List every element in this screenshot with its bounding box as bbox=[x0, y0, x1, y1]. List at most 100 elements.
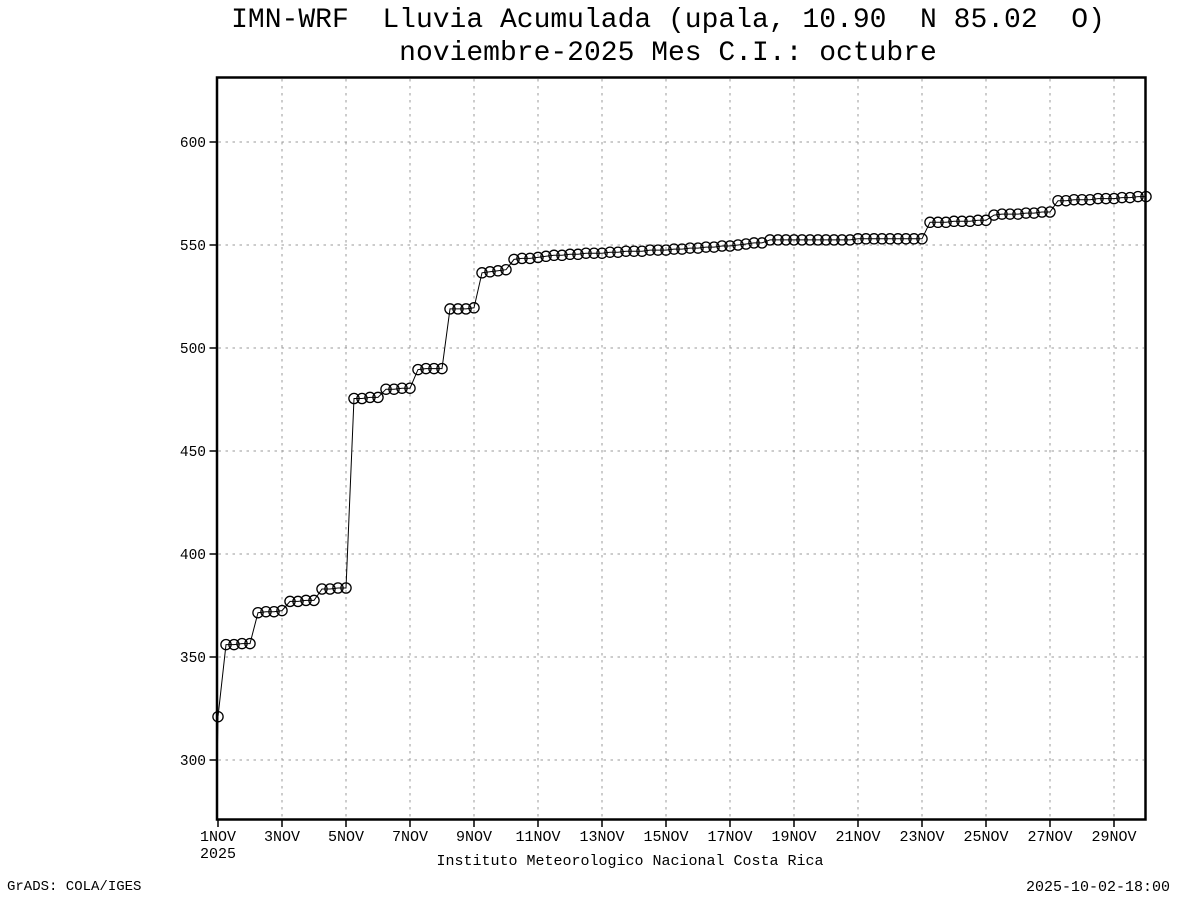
data-point-marker bbox=[956, 215, 968, 228]
x-tick-label: 25NOV bbox=[963, 829, 1008, 846]
x-tick-label: 27NOV bbox=[1027, 829, 1072, 846]
data-point-marker bbox=[1132, 190, 1144, 203]
data-point-marker bbox=[708, 241, 720, 253]
data-point-marker bbox=[820, 234, 832, 246]
data-point-marker bbox=[900, 233, 912, 245]
data-point-marker bbox=[340, 582, 352, 594]
data-point-marker bbox=[556, 249, 568, 262]
x-tick-label: 13NOV bbox=[579, 829, 624, 846]
data-point-marker bbox=[628, 245, 640, 257]
data-point-marker bbox=[588, 247, 600, 259]
x-tick-label: 11NOV bbox=[515, 829, 560, 846]
data-point-marker bbox=[644, 244, 656, 256]
x-axis-year-label: 2025 bbox=[200, 846, 236, 863]
data-point-marker bbox=[1060, 194, 1072, 207]
rainfall-series-line bbox=[217, 196, 1146, 717]
data-point-marker bbox=[892, 233, 904, 245]
data-point-marker bbox=[652, 244, 664, 256]
x-tick-label: 15NOV bbox=[643, 829, 688, 846]
y-tick-label: 350 bbox=[180, 651, 206, 667]
data-point-marker bbox=[756, 237, 768, 249]
data-point-marker bbox=[484, 266, 496, 278]
data-point-marker bbox=[660, 244, 672, 256]
data-point-marker bbox=[980, 214, 992, 227]
data-point-marker bbox=[604, 246, 616, 258]
data-point-marker bbox=[516, 252, 528, 265]
data-point-marker bbox=[308, 594, 320, 607]
data-point-marker bbox=[596, 247, 608, 259]
chart-title-line2: noviembre-2025 Mes C.I.: octubre bbox=[399, 38, 937, 69]
data-point-marker bbox=[228, 638, 240, 651]
data-point-marker bbox=[236, 637, 248, 650]
data-point-marker bbox=[948, 215, 960, 228]
data-point-marker bbox=[908, 233, 920, 245]
data-point-marker bbox=[244, 637, 256, 650]
data-point-marker bbox=[780, 234, 792, 246]
data-point-marker bbox=[804, 234, 816, 246]
data-point-marker bbox=[932, 216, 944, 229]
data-point-marker bbox=[772, 234, 784, 246]
data-point-marker bbox=[532, 251, 544, 264]
data-point-marker bbox=[636, 245, 648, 257]
data-point-marker bbox=[996, 208, 1008, 220]
data-point-marker bbox=[692, 242, 704, 254]
y-tick-label: 600 bbox=[180, 136, 206, 152]
x-tick-label: 5NOV bbox=[328, 829, 364, 846]
data-point-marker bbox=[540, 250, 552, 263]
data-point-marker bbox=[676, 243, 688, 255]
data-point-marker bbox=[380, 383, 392, 395]
x-tick-label: 29NOV bbox=[1091, 829, 1136, 846]
data-point-marker bbox=[1052, 194, 1064, 207]
data-point-marker bbox=[668, 243, 680, 255]
data-point-marker bbox=[1068, 193, 1080, 206]
data-point-marker bbox=[444, 303, 456, 315]
data-point-marker bbox=[508, 253, 520, 266]
data-point-marker bbox=[300, 594, 312, 607]
data-point-marker bbox=[564, 248, 576, 261]
data-point-marker bbox=[684, 242, 696, 254]
data-point-marker bbox=[1084, 193, 1096, 206]
data-point-marker bbox=[612, 246, 624, 258]
data-point-marker bbox=[740, 238, 752, 250]
data-point-marker bbox=[356, 392, 368, 405]
data-point-marker bbox=[324, 583, 336, 595]
x-tick-label: 7NOV bbox=[392, 829, 428, 846]
x-tick-label: 23NOV bbox=[899, 829, 944, 846]
data-point-marker bbox=[332, 582, 344, 594]
data-point-marker bbox=[492, 265, 504, 277]
data-point-marker bbox=[364, 391, 376, 404]
data-point-marker bbox=[388, 383, 400, 395]
data-point-marker bbox=[1116, 191, 1128, 204]
data-point-marker bbox=[404, 382, 416, 394]
data-point-marker bbox=[1076, 193, 1088, 206]
data-point-marker bbox=[988, 209, 1000, 221]
data-point-marker bbox=[1004, 208, 1016, 220]
grads-credit-label: GrADS: COLA/IGES bbox=[7, 879, 142, 895]
y-tick-label: 450 bbox=[180, 445, 206, 461]
data-point-marker bbox=[284, 595, 296, 608]
data-point-marker bbox=[916, 233, 928, 245]
data-point-marker bbox=[796, 234, 808, 246]
data-point-marker bbox=[852, 233, 864, 245]
x-tick-label: 17NOV bbox=[707, 829, 752, 846]
data-point-marker bbox=[252, 606, 264, 619]
data-point-marker bbox=[788, 234, 800, 246]
x-axis-caption: Instituto Meteorologico Nacional Costa R… bbox=[436, 853, 824, 870]
data-point-marker bbox=[1028, 207, 1040, 219]
data-point-marker bbox=[524, 252, 536, 265]
data-point-marker bbox=[548, 249, 560, 262]
data-point-marker bbox=[476, 267, 488, 279]
data-point-marker bbox=[884, 233, 896, 245]
data-point-marker bbox=[1108, 192, 1120, 205]
data-point-marker bbox=[764, 234, 776, 246]
data-point-marker bbox=[860, 233, 872, 245]
data-point-marker bbox=[1036, 206, 1048, 218]
y-tick-label: 300 bbox=[180, 754, 206, 770]
data-point-marker bbox=[868, 233, 880, 245]
data-point-marker bbox=[748, 237, 760, 249]
plot-frame bbox=[215, 76, 1147, 821]
x-tick-label: 3NOV bbox=[264, 829, 300, 846]
data-point-marker bbox=[828, 234, 840, 246]
data-point-marker bbox=[1020, 207, 1032, 219]
